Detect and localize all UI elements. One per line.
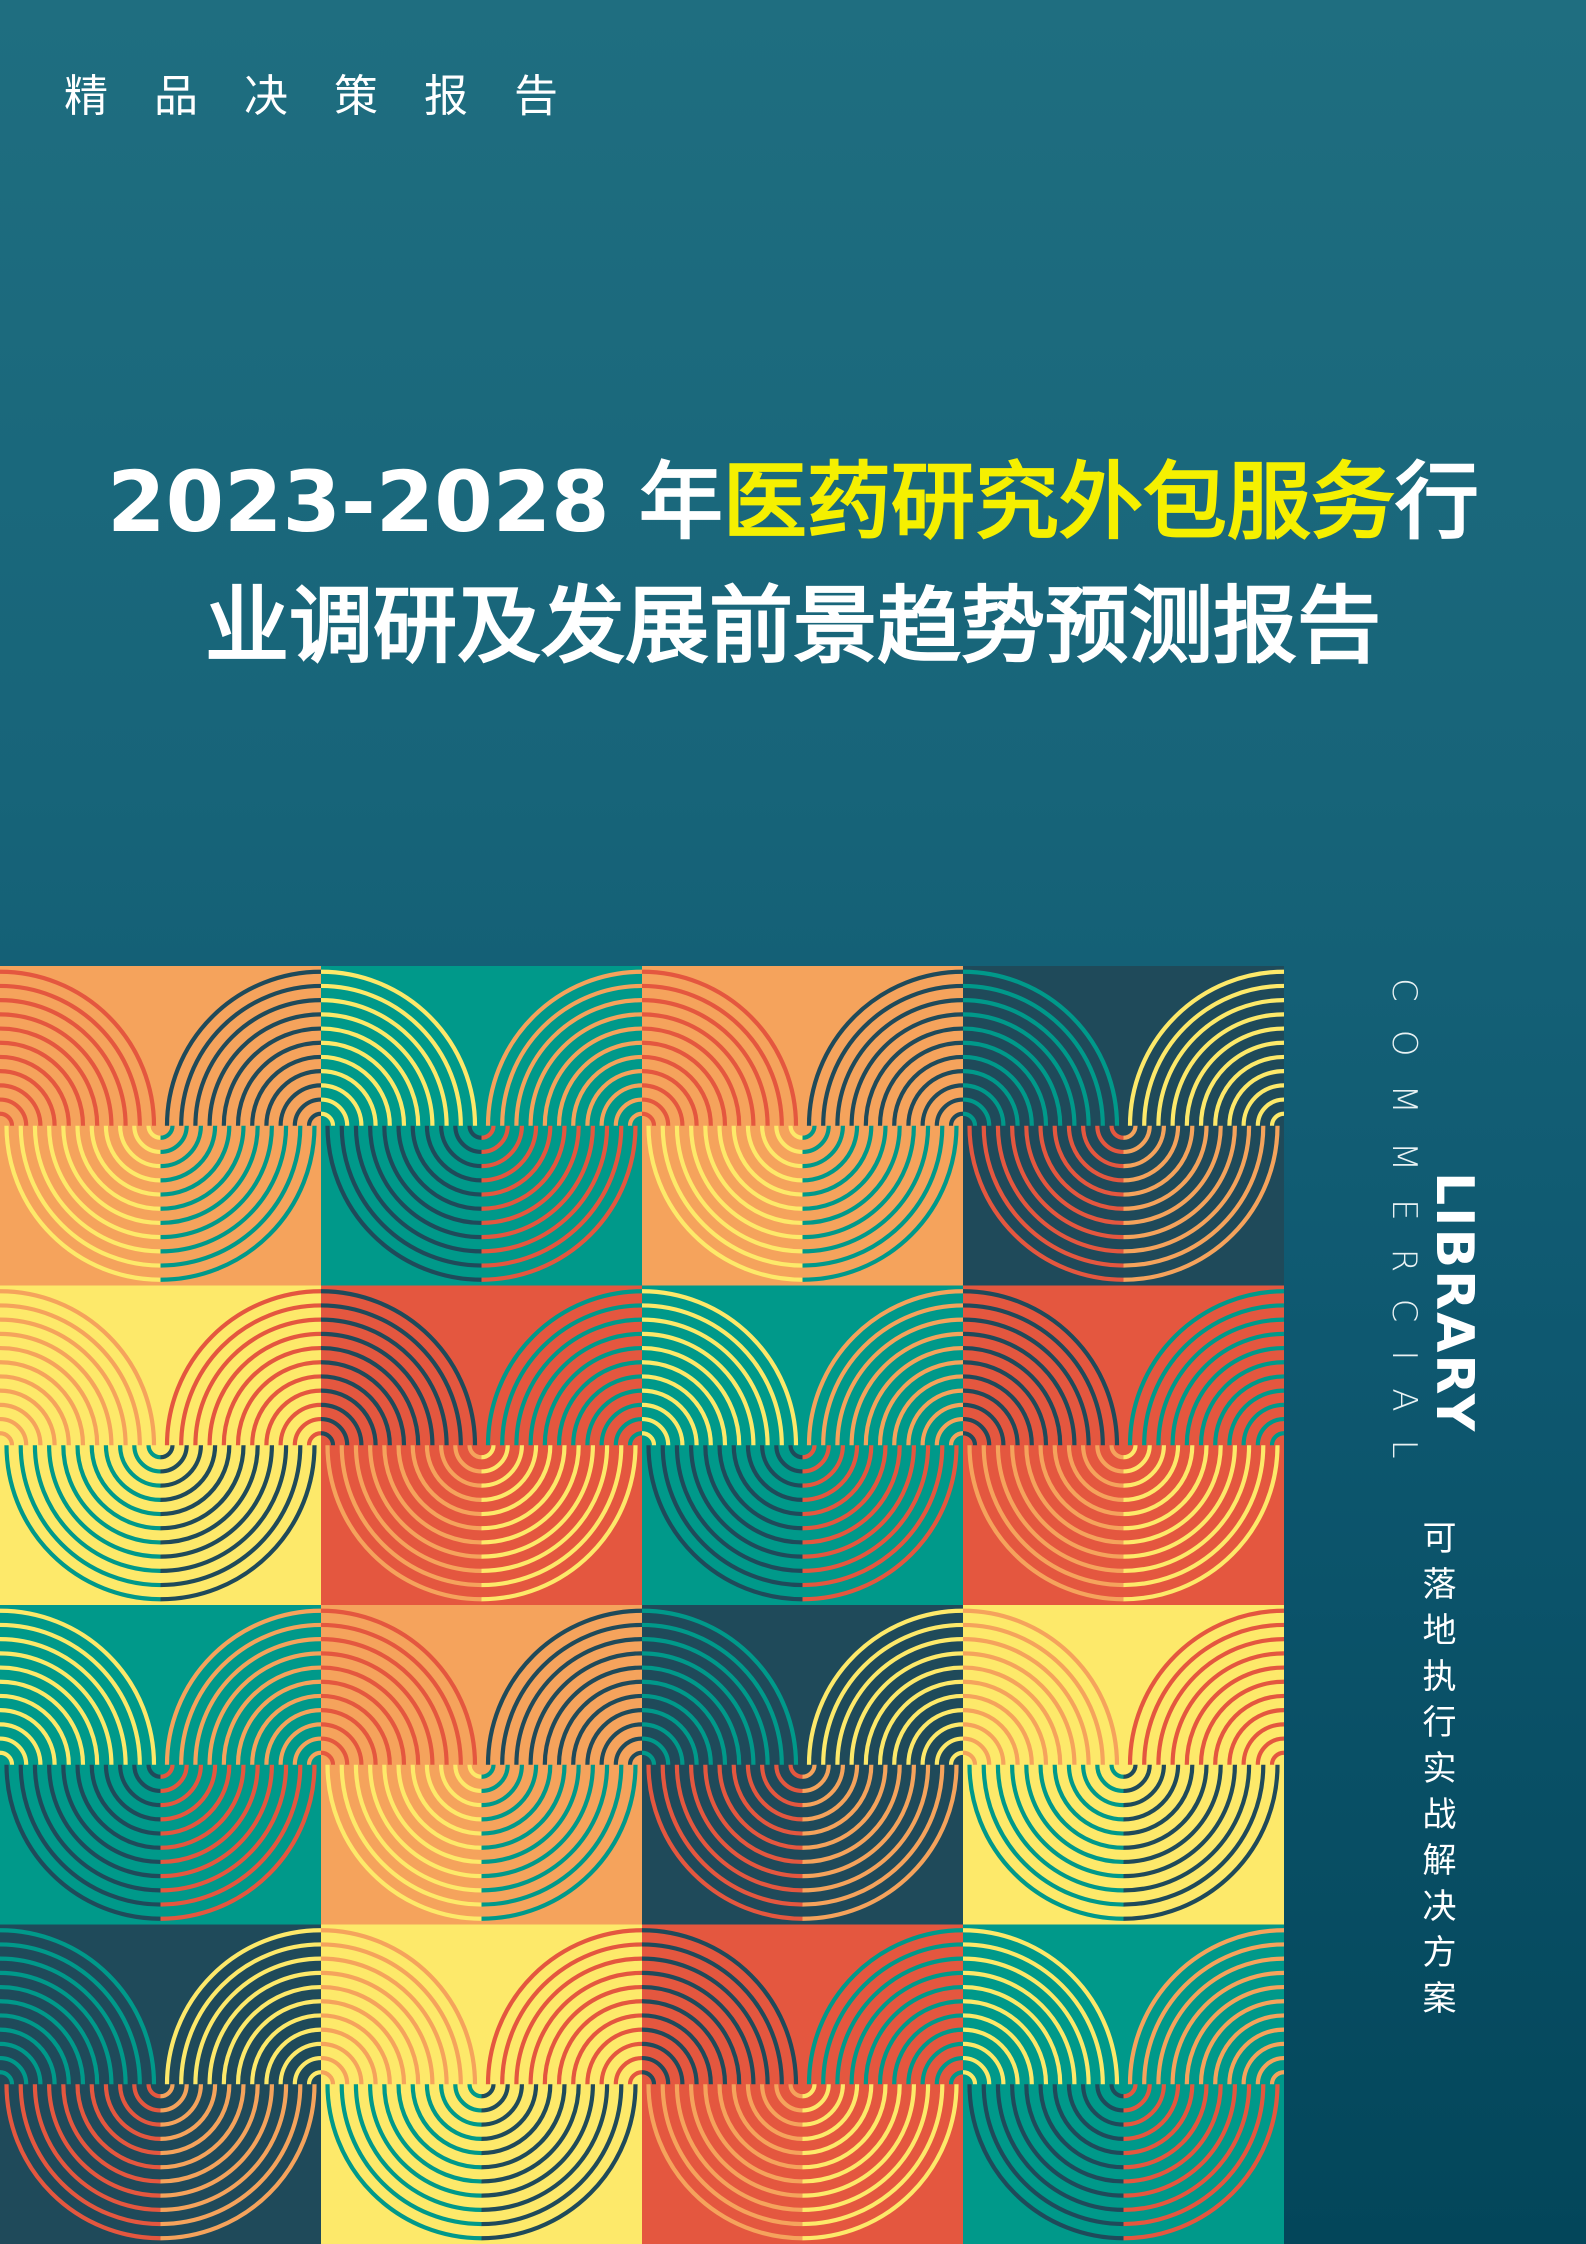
concentric-arcs: [642, 1928, 799, 2085]
title-suffix: 行: [1394, 453, 1479, 551]
concentric-arcs: [481, 1445, 638, 1602]
concentric-arcs: [802, 1764, 959, 1921]
concentric-arcs: [321, 1289, 478, 1446]
pattern-tile: [321, 966, 643, 1287]
pattern-tile: [963, 1605, 1284, 1926]
slogan: 可落地执行实战解决方案: [1416, 1520, 1456, 2026]
pattern-tile: [642, 1605, 964, 1926]
title-industry: 医药研究外包服务: [722, 453, 1395, 551]
concentric-arcs: [481, 1764, 638, 1921]
concentric-arcs: [963, 1608, 1120, 1765]
series-label: 精品决策报告: [64, 71, 604, 122]
concentric-arcs: [963, 1289, 1120, 1446]
concentric-arcs: [963, 969, 1120, 1126]
concentric-arcs: [642, 1289, 799, 1446]
title-line-2: 业调研及发展前景趋势预测报告: [204, 577, 1381, 675]
concentric-arcs: [4, 2084, 161, 2241]
concentric-arcs: [160, 1445, 317, 1602]
brand-commercial: COMMERCIAL: [1384, 978, 1424, 1487]
pattern-tile: [963, 1924, 1284, 2244]
pattern-tile: [642, 966, 964, 1287]
title-years: 2023-2028 年: [107, 453, 723, 551]
report-title: 2023-2028 年医药研究外包服务行 业调研及发展前景趋势预测报告: [0, 440, 1586, 688]
concentric-arcs: [321, 969, 478, 1126]
concentric-arcs: [0, 1289, 157, 1446]
decorative-arc-pattern: [0, 966, 1284, 2244]
concentric-arcs: [160, 2084, 317, 2241]
concentric-arcs: [160, 1764, 317, 1921]
concentric-arcs: [642, 969, 799, 1126]
concentric-arcs: [1123, 1125, 1280, 1282]
pattern-tile: [963, 966, 1284, 1287]
concentric-arcs: [1123, 1764, 1280, 1921]
pattern-tile: [321, 1605, 643, 1926]
concentric-arcs: [4, 1445, 161, 1602]
concentric-arcs: [0, 1928, 157, 2085]
concentric-arcs: [802, 2084, 959, 2241]
concentric-arcs: [321, 1608, 478, 1765]
brand-library: LIBRARY: [1424, 1172, 1484, 1434]
concentric-arcs: [802, 1445, 959, 1602]
concentric-arcs: [963, 1928, 1120, 2085]
concentric-arcs: [642, 1608, 799, 1765]
concentric-arcs: [802, 1125, 959, 1282]
concentric-arcs: [160, 1125, 317, 1282]
concentric-arcs: [4, 1125, 161, 1282]
concentric-arcs: [1123, 1445, 1280, 1602]
pattern-tile: [0, 966, 322, 1287]
concentric-arcs: [321, 1928, 478, 2085]
concentric-arcs: [1123, 2084, 1280, 2241]
title-line-1: 2023-2028 年医药研究外包服务行: [0, 440, 1586, 564]
concentric-arcs: [4, 1764, 161, 1921]
concentric-arcs: [0, 1608, 157, 1765]
concentric-arcs: [481, 2084, 638, 2241]
pattern-tile: [0, 1605, 322, 1926]
concentric-arcs: [481, 1125, 638, 1282]
